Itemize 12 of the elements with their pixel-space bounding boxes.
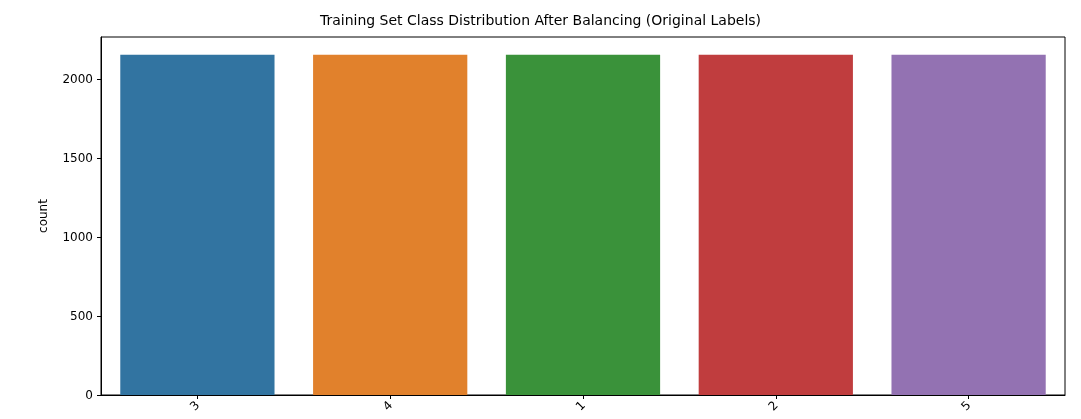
- x-tick-label: 1: [572, 398, 588, 414]
- x-tick-label: 2: [765, 398, 781, 414]
- y-tick-label: 2000: [62, 72, 93, 87]
- x-tick-label: 3: [187, 398, 203, 414]
- chart-title: Training Set Class Distribution After Balancing (Original Labels): [318, 12, 762, 28]
- y-tick-label: 500: [70, 309, 93, 324]
- y-tick-label: 0: [85, 388, 93, 402]
- y-axis-title: count: [36, 198, 50, 233]
- x-tick-label: 5: [958, 398, 974, 414]
- y-tick-label: 1500: [62, 151, 93, 166]
- y-tick-label: 1000: [62, 230, 93, 245]
- x-tick-label: 4: [379, 398, 396, 414]
